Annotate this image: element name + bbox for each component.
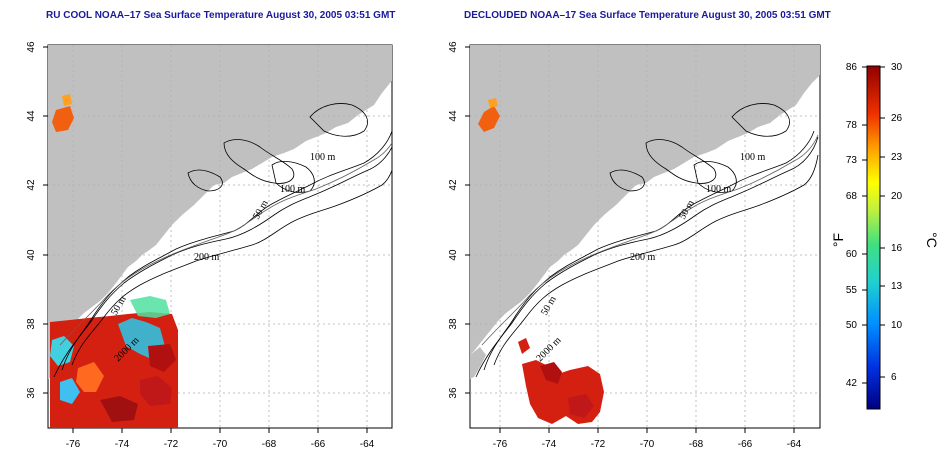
x-tick-label: -72 [164, 439, 179, 450]
x-tick-label: -64 [360, 439, 375, 450]
x-tick-label: -66 [311, 439, 326, 450]
celsius-tick: 30 [891, 62, 903, 73]
celsius-tick: 16 [891, 243, 903, 254]
contour-label: 200 m [630, 252, 656, 263]
y-tick-label: 40 [26, 249, 37, 261]
grid-declouded [470, 45, 820, 428]
celsius-tick: 6 [891, 372, 897, 383]
contour-label: 100 m [310, 152, 336, 163]
fahrenheit-tick: 86 [846, 62, 858, 73]
fahrenheit-tick: 55 [846, 285, 858, 296]
y-tick-label: 42 [448, 179, 459, 191]
contour-label: 100 m [740, 152, 766, 163]
fahrenheit-tick: 73 [846, 155, 858, 166]
map-panel-declouded: 100 m 100 m 50 m 200 m 50 m 2000 m -76 -… [448, 41, 821, 450]
celsius-tick: 26 [891, 113, 903, 124]
sst-pixels-declouded [478, 98, 604, 424]
x-tick-label: -76 [66, 439, 81, 450]
y-tick-label: 46 [26, 41, 37, 53]
x-tick-label: -76 [493, 439, 508, 450]
y-tick-label: 40 [448, 249, 459, 261]
contour-label: 100 m [706, 184, 732, 195]
x-tick-label: -68 [689, 439, 704, 450]
y-tick-label: 44 [448, 110, 459, 122]
map-panel-raw: 100 m 100 m 50 m 200 m 50 m 2000 m -76 -… [26, 41, 393, 450]
y-axis-ticks-raw: 36 38 40 42 44 46 [26, 41, 37, 399]
x-tick-label: -70 [213, 439, 228, 450]
fahrenheit-tick: 42 [846, 378, 858, 389]
y-axis-ticks-declouded: 36 38 40 42 44 46 [448, 41, 459, 399]
y-tick-label: 46 [448, 41, 459, 53]
fahrenheit-labels: 86 78 73 68 60 55 50 42 [846, 62, 858, 389]
panel-title-raw: RU COOL NOAA–17 Sea Surface Temperature … [46, 10, 396, 21]
y-tick-label: 36 [448, 387, 459, 399]
contour-label: 200 m [194, 252, 220, 263]
x-tick-label: -66 [738, 439, 753, 450]
fahrenheit-tick: 68 [846, 191, 858, 202]
y-tick-label: 36 [26, 387, 37, 399]
fahrenheit-tick: 60 [846, 249, 858, 260]
fahrenheit-tick: 50 [846, 320, 858, 331]
y-tick-label: 38 [26, 318, 37, 330]
y-tick-label: 44 [26, 110, 37, 122]
celsius-tick: 13 [891, 281, 903, 292]
contour-label: 100 m [280, 184, 306, 195]
y-tick-label: 42 [26, 179, 37, 191]
y-tick-label: 38 [448, 318, 459, 330]
celsius-labels: 30 26 23 20 16 13 10 6 [891, 62, 903, 383]
fahrenheit-tick: 78 [846, 120, 858, 131]
temperature-colorbar: 86 78 73 68 60 55 50 42 30 26 23 20 16 1… [830, 62, 940, 410]
celsius-unit: °C [924, 232, 940, 248]
celsius-tick: 23 [891, 152, 903, 163]
x-axis-ticks-raw: -76 -74 -72 -70 -68 -66 -64 [66, 439, 375, 450]
x-axis-ticks-declouded: -76 -74 -72 -70 -68 -66 -64 [493, 439, 802, 450]
fahrenheit-unit: °F [830, 233, 846, 247]
x-tick-label: -74 [542, 439, 557, 450]
x-tick-label: -72 [591, 439, 606, 450]
x-tick-label: -68 [262, 439, 277, 450]
panel-title-declouded: DECLOUDED NOAA–17 Sea Surface Temperatur… [464, 10, 831, 21]
colorbar-gradient [866, 65, 881, 410]
x-tick-label: -70 [640, 439, 655, 450]
x-tick-label: -74 [115, 439, 130, 450]
sst-pixels-raw [50, 94, 178, 428]
celsius-tick: 10 [891, 320, 903, 331]
x-tick-label: -64 [787, 439, 802, 450]
celsius-tick: 20 [891, 191, 903, 202]
